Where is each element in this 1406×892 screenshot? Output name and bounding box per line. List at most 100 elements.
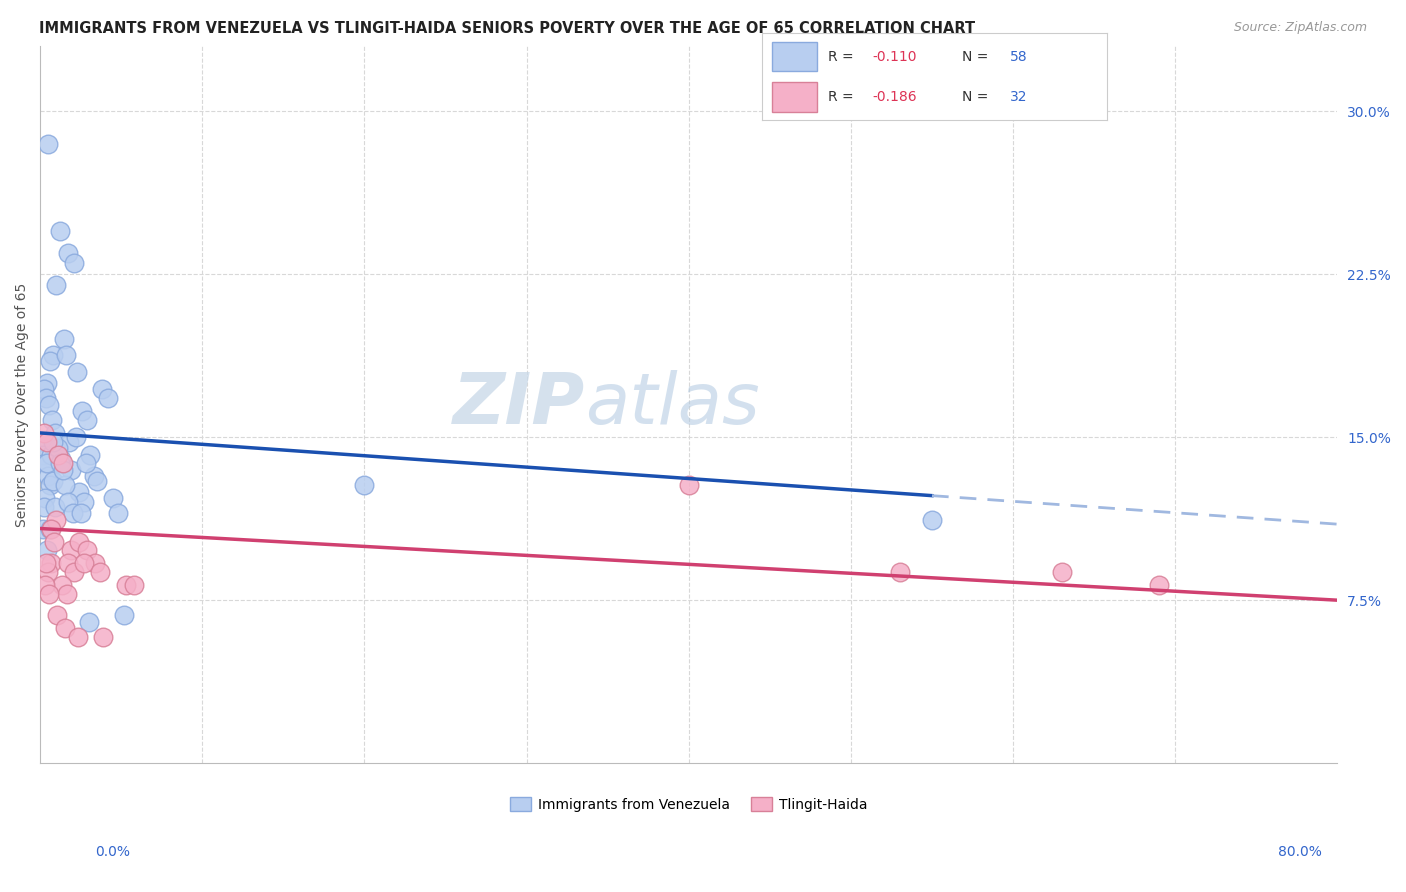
Point <box>93 630 115 644</box>
Point <box>83 469 105 483</box>
Point <box>34 578 56 592</box>
Text: atlas: atlas <box>585 370 759 439</box>
Point <box>46 441 69 455</box>
Point <box>72 404 94 418</box>
Point <box>67 630 90 644</box>
Point <box>42 348 65 362</box>
Text: ZIP: ZIP <box>453 370 585 439</box>
Point <box>35 556 58 570</box>
Point <box>86 474 108 488</box>
Bar <box>772 82 817 112</box>
Y-axis label: Seniors Poverty Over the Age of 65: Seniors Poverty Over the Age of 65 <box>15 283 30 527</box>
Point <box>32 383 55 397</box>
Point <box>53 333 76 347</box>
Point <box>35 543 58 558</box>
Point <box>32 500 55 514</box>
Point <box>97 391 120 405</box>
Point <box>73 556 96 570</box>
Point <box>122 578 145 592</box>
Point <box>53 478 76 492</box>
Point <box>63 256 86 270</box>
Point <box>58 434 80 449</box>
Text: 58: 58 <box>1010 50 1028 63</box>
Point <box>51 578 73 592</box>
Text: N =: N = <box>962 90 993 103</box>
Point <box>38 587 60 601</box>
Point <box>921 513 943 527</box>
Point <box>114 608 136 623</box>
Point <box>38 398 60 412</box>
Text: N =: N = <box>962 50 993 63</box>
Point <box>76 413 98 427</box>
Point <box>1050 565 1073 579</box>
Point <box>38 354 60 368</box>
Text: -0.186: -0.186 <box>872 90 917 103</box>
Point <box>75 456 97 470</box>
Text: 80.0%: 80.0% <box>1278 846 1322 859</box>
Text: 0.0%: 0.0% <box>96 846 131 859</box>
Point <box>32 434 55 449</box>
Point <box>32 521 55 535</box>
Point <box>44 513 66 527</box>
Point <box>678 478 700 492</box>
Point <box>44 425 66 440</box>
Point <box>41 413 63 427</box>
Point <box>38 478 60 492</box>
Point <box>37 565 59 579</box>
Point <box>44 500 66 514</box>
Point <box>56 556 79 570</box>
Point <box>107 506 129 520</box>
Point <box>37 456 59 470</box>
Point <box>89 565 111 579</box>
Text: 32: 32 <box>1010 90 1028 103</box>
Point <box>34 491 56 505</box>
Point <box>37 469 59 483</box>
Bar <box>772 42 817 71</box>
Point <box>59 463 82 477</box>
Point <box>35 376 58 390</box>
Point <box>49 456 72 470</box>
Point <box>77 615 100 629</box>
Point <box>37 136 59 151</box>
Point <box>42 534 65 549</box>
Point <box>48 224 70 238</box>
Point <box>59 543 82 558</box>
Point <box>52 463 75 477</box>
Point <box>56 245 79 260</box>
Text: Source: ZipAtlas.com: Source: ZipAtlas.com <box>1233 21 1367 34</box>
Point <box>32 425 55 440</box>
Point <box>37 434 59 449</box>
Point <box>62 506 84 520</box>
Point <box>67 534 90 549</box>
Point <box>46 448 69 462</box>
Point <box>353 478 375 492</box>
Point <box>84 556 107 570</box>
Point <box>73 495 96 509</box>
Point <box>41 556 63 570</box>
Point <box>90 383 112 397</box>
Point <box>39 521 62 535</box>
Point <box>45 278 67 293</box>
Point <box>67 484 90 499</box>
Point <box>55 348 77 362</box>
Point <box>115 578 138 592</box>
Legend: Immigrants from Venezuela, Tlingit-Haida: Immigrants from Venezuela, Tlingit-Haida <box>505 791 873 817</box>
Point <box>39 521 62 535</box>
Point <box>889 565 911 579</box>
Point <box>69 506 91 520</box>
Point <box>79 448 101 462</box>
Point <box>34 456 56 470</box>
Point <box>31 448 53 462</box>
Text: R =: R = <box>828 50 858 63</box>
Point <box>76 543 98 558</box>
Point <box>101 491 124 505</box>
Point <box>51 452 73 467</box>
Text: IMMIGRANTS FROM VENEZUELA VS TLINGIT-HAIDA SENIORS POVERTY OVER THE AGE OF 65 CO: IMMIGRANTS FROM VENEZUELA VS TLINGIT-HAI… <box>39 21 976 36</box>
Point <box>53 622 76 636</box>
Point <box>1147 578 1170 592</box>
Point <box>63 565 86 579</box>
Point <box>66 365 89 379</box>
Point <box>35 391 58 405</box>
Point <box>42 474 65 488</box>
Text: R =: R = <box>828 90 858 103</box>
